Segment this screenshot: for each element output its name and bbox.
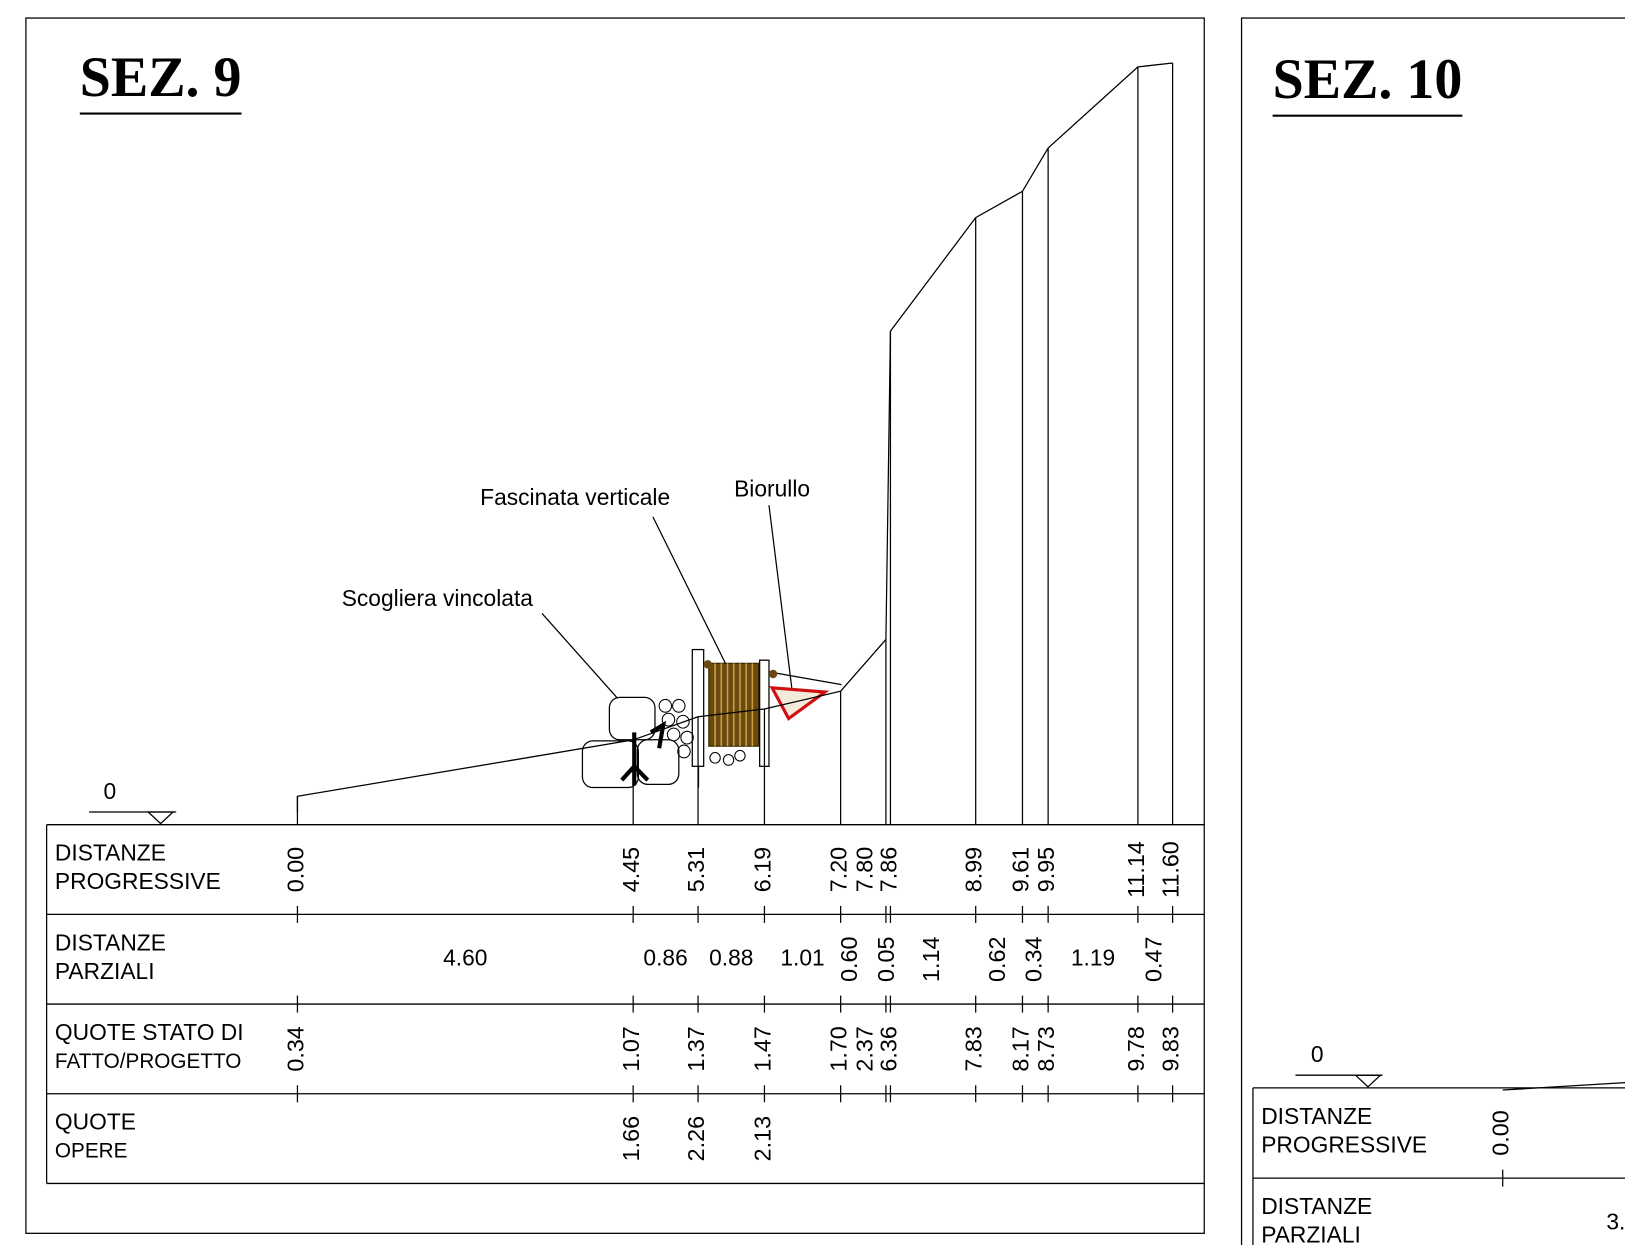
value: 1.14 bbox=[918, 936, 944, 982]
row-header: QUOTE STATO DI bbox=[55, 1019, 244, 1045]
annotation: Fascinata verticale bbox=[480, 484, 670, 510]
value: 8.17 bbox=[1008, 1026, 1034, 1071]
frame bbox=[25, 17, 1205, 1234]
value: 1.47 bbox=[750, 1026, 776, 1071]
biorullo-top bbox=[768, 671, 842, 686]
row-header: OPERE bbox=[55, 1140, 128, 1163]
anchor bbox=[620, 720, 667, 786]
value: 3. bbox=[1606, 1208, 1625, 1234]
datum-mark bbox=[146, 811, 175, 825]
value: 7.86 bbox=[876, 847, 902, 892]
value: 0.34 bbox=[283, 1026, 309, 1072]
value: 0.47 bbox=[1141, 937, 1167, 982]
value: 11.14 bbox=[1123, 841, 1149, 898]
value: 4.60 bbox=[443, 944, 487, 970]
structures bbox=[541, 505, 842, 789]
row-header: PROGRESSIVE bbox=[55, 868, 221, 894]
datum-label: 0 bbox=[1311, 1041, 1324, 1067]
frame bbox=[1240, 17, 1625, 1245]
value: 7.80 bbox=[852, 847, 878, 892]
value: 8.73 bbox=[1033, 1026, 1059, 1071]
annotation: Biorullo bbox=[734, 475, 810, 501]
stones bbox=[658, 698, 746, 766]
fascine-lines bbox=[714, 663, 754, 747]
row-header: QUOTE bbox=[55, 1108, 136, 1134]
value: 7.83 bbox=[961, 1026, 987, 1071]
value: 2.26 bbox=[683, 1116, 709, 1161]
row-header: FATTO/PROGETTO bbox=[55, 1050, 241, 1073]
value: 2.13 bbox=[750, 1116, 776, 1161]
leader bbox=[652, 516, 727, 664]
value: 1.01 bbox=[780, 944, 824, 970]
value: 1.70 bbox=[826, 1026, 852, 1071]
value: 0.05 bbox=[873, 937, 899, 982]
value: 0.34 bbox=[1021, 936, 1047, 982]
value: 9.61 bbox=[1008, 847, 1034, 892]
biorullo bbox=[769, 685, 830, 721]
value: 0.00 bbox=[1488, 1110, 1514, 1155]
block bbox=[581, 740, 640, 789]
value: 7.20 bbox=[826, 847, 852, 892]
value: 5.31 bbox=[683, 847, 709, 892]
value: 9.83 bbox=[1158, 1026, 1184, 1071]
row-header: PROGRESSIVE bbox=[1261, 1131, 1427, 1157]
datum-mark bbox=[1353, 1074, 1383, 1088]
value: 6.36 bbox=[876, 1026, 902, 1071]
value: 0.00 bbox=[283, 847, 309, 892]
value: 0.88 bbox=[709, 944, 753, 970]
block bbox=[636, 739, 680, 785]
value: 9.95 bbox=[1033, 847, 1059, 892]
datum-label: 0 bbox=[104, 778, 117, 804]
row-header: DISTANZE bbox=[55, 929, 166, 955]
row-header: PARZIALI bbox=[1261, 1221, 1361, 1245]
value: 4.45 bbox=[618, 847, 644, 892]
row-header: DISTANZE bbox=[1261, 1193, 1372, 1219]
value: 0.60 bbox=[836, 937, 862, 982]
value: 11.60 bbox=[1158, 841, 1184, 898]
value: 1.37 bbox=[683, 1026, 709, 1071]
value: 1.19 bbox=[1071, 944, 1115, 970]
leader bbox=[768, 505, 793, 688]
value: 9.78 bbox=[1123, 1026, 1149, 1071]
section-title: SEZ. 10 bbox=[1273, 48, 1463, 111]
value: 1.07 bbox=[618, 1026, 644, 1071]
annotation: Scogliera vincolata bbox=[342, 585, 533, 611]
value: 6.19 bbox=[750, 847, 776, 892]
leader bbox=[541, 613, 619, 699]
row-header: DISTANZE bbox=[1261, 1103, 1372, 1129]
row-header: DISTANZE bbox=[55, 839, 166, 865]
value: 0.86 bbox=[643, 944, 687, 970]
row-header: PARZIALI bbox=[55, 958, 155, 984]
value: 2.37 bbox=[852, 1026, 878, 1071]
value: 0.62 bbox=[984, 937, 1010, 982]
profile bbox=[1502, 1081, 1625, 1091]
value: 8.99 bbox=[961, 847, 987, 892]
value: 1.66 bbox=[618, 1116, 644, 1161]
section-title: SEZ. 9 bbox=[80, 46, 242, 109]
